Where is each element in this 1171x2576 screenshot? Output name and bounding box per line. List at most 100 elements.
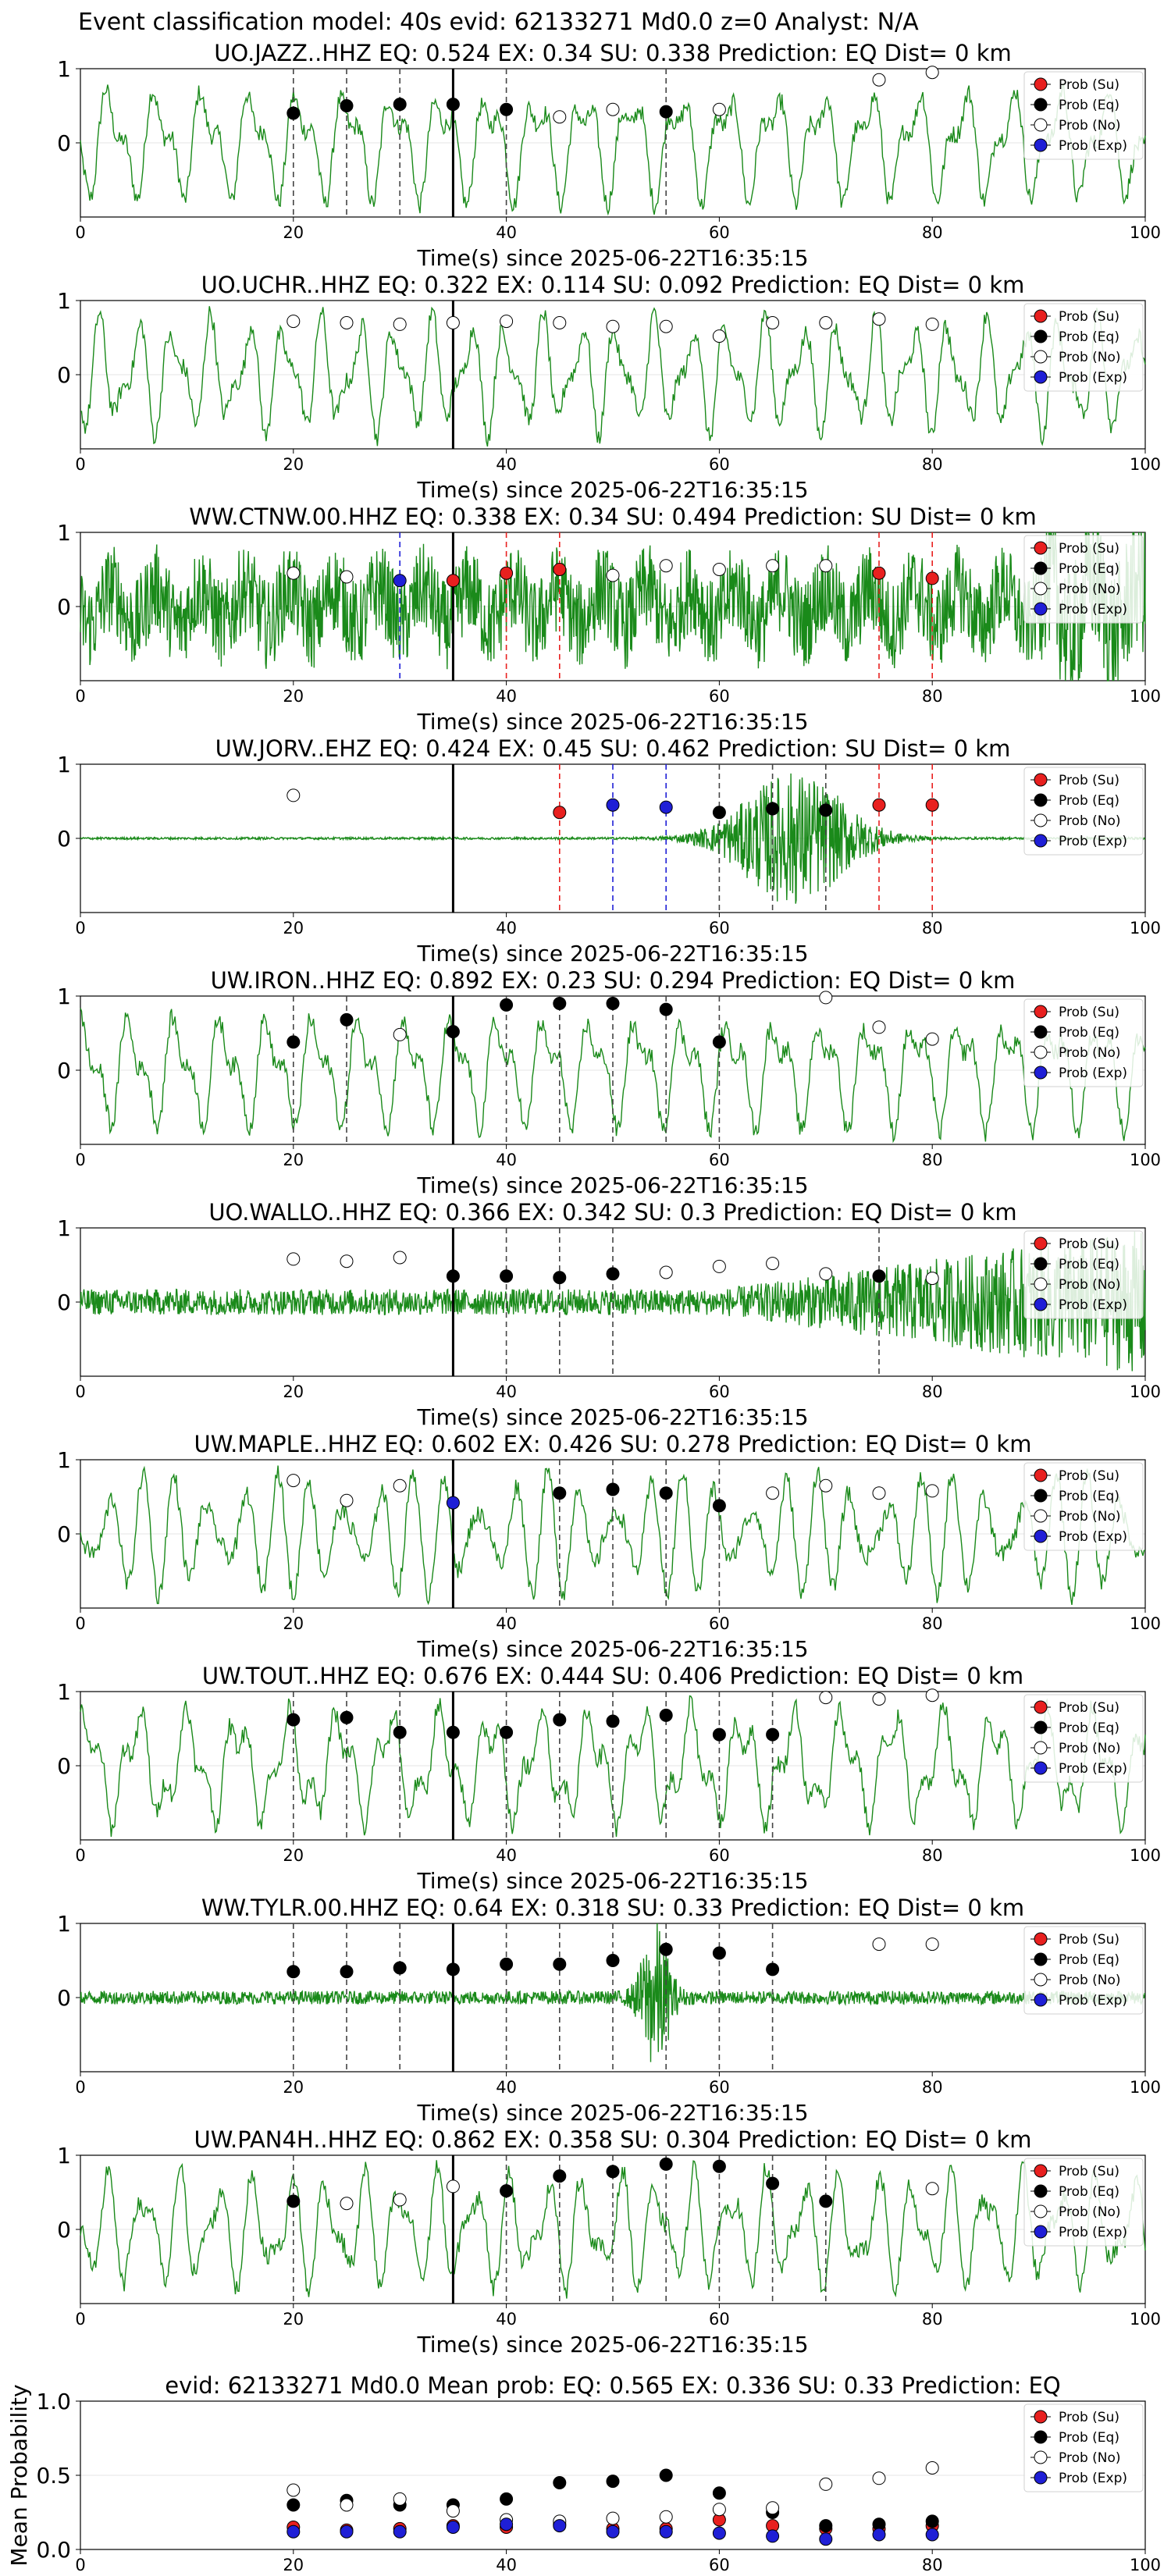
y-tick-label: 1 xyxy=(57,1679,71,1705)
x-tick-label: 100 xyxy=(1130,223,1161,242)
legend-label: Prob (Eq) xyxy=(1059,1489,1119,1504)
station-panel-uo-wallo-hhz: UO.WALLO..HHZ EQ: 0.366 EX: 0.342 SU: 0.… xyxy=(57,1199,1161,1430)
prob-point-no xyxy=(925,1272,939,1286)
y-tick-label: 0 xyxy=(57,1753,71,1779)
prob-point-no xyxy=(393,317,407,331)
x-tick-label: 60 xyxy=(709,1151,730,1169)
x-tick-label: 0 xyxy=(75,1382,85,1401)
x-tick-label: 0 xyxy=(75,2078,85,2097)
legend-label: Prob (Exp) xyxy=(1059,1297,1127,1313)
legend-label: Prob (Eq) xyxy=(1059,1025,1119,1041)
x-tick-label: 20 xyxy=(283,1151,304,1169)
y-tick-label: 0.5 xyxy=(36,2463,71,2489)
legend-label: Prob (Exp) xyxy=(1059,138,1127,154)
x-tick-label: 80 xyxy=(922,2310,943,2329)
prob-point-eq xyxy=(287,106,301,120)
legend-label: Prob (No) xyxy=(1059,1509,1121,1525)
legend-marker xyxy=(1034,1277,1048,1291)
figure-suptitle: Event classification model: 40s evid: 62… xyxy=(78,9,919,36)
prob-point-no xyxy=(287,566,301,580)
legend-box xyxy=(1023,71,1144,160)
legend-label: Prob (No) xyxy=(1059,582,1121,597)
prob-point-no xyxy=(287,788,301,802)
mean-prob-point-eq xyxy=(500,2492,514,2506)
legend-label: Prob (Exp) xyxy=(1059,1529,1127,1545)
station-panel-uo-uchr-hhz: UO.UCHR..HHZ EQ: 0.322 EX: 0.114 SU: 0.0… xyxy=(57,272,1161,503)
prob-point-no xyxy=(340,1493,354,1507)
mean-prob-point-exp xyxy=(819,2532,833,2546)
station-panel-uw-maple-hhz: UW.MAPLE..HHZ EQ: 0.602 EX: 0.426 SU: 0.… xyxy=(57,1431,1161,1662)
legend-label: Prob (No) xyxy=(1059,118,1121,133)
legend-marker xyxy=(1034,1993,1048,2007)
x-tick-label: 20 xyxy=(283,1846,304,1865)
legend-marker xyxy=(1034,370,1048,384)
x-tick-label: 80 xyxy=(922,223,943,242)
prob-point-eq xyxy=(712,1946,726,1960)
prob-point-eq xyxy=(606,1714,620,1728)
legend-marker xyxy=(1034,2184,1048,2198)
prob-point-eq xyxy=(500,2184,514,2198)
prob-point-no xyxy=(659,559,673,573)
x-tick-label: 60 xyxy=(709,1382,730,1401)
waveform-line xyxy=(80,1695,1146,1838)
legend-marker xyxy=(1034,1741,1048,1755)
legend-label: Prob (Eq) xyxy=(1059,2430,1119,2446)
mean-prob-point-eq xyxy=(819,2519,833,2533)
prob-point-no xyxy=(712,1259,726,1273)
legend-label: Prob (Eq) xyxy=(1059,793,1119,809)
legend-label: Prob (No) xyxy=(1059,350,1121,365)
x-tick-label: 100 xyxy=(1130,1614,1161,1633)
prob-point-no xyxy=(766,316,780,329)
prob-point-no xyxy=(340,316,354,329)
x-axis-label: Time(s) since 2025-06-22T16:35:15 xyxy=(416,2332,808,2357)
panel-title: evid: 62133271 Md0.0 Mean prob: EQ: 0.56… xyxy=(165,2372,1061,2399)
prob-point-su xyxy=(446,574,460,588)
prob-point-no xyxy=(925,1484,939,1498)
prob-point-eq xyxy=(766,2176,780,2190)
mean-prob-point-eq xyxy=(287,2498,301,2512)
x-tick-label: 100 xyxy=(1130,2310,1161,2329)
prob-point-eq xyxy=(606,1482,620,1496)
x-tick-label: 40 xyxy=(496,2078,517,2097)
legend-label: Prob (No) xyxy=(1059,813,1121,829)
legend-marker xyxy=(1034,793,1048,807)
prob-point-no xyxy=(925,2182,939,2196)
mean-prob-point-no xyxy=(606,2511,620,2525)
y-tick-label: 0 xyxy=(57,130,71,156)
y-tick-label: 0.0 xyxy=(36,2537,71,2563)
x-tick-label: 80 xyxy=(922,1382,943,1401)
prob-point-eq xyxy=(553,1486,567,1500)
prob-point-no xyxy=(766,1257,780,1271)
mean-prob-point-eq xyxy=(712,2486,726,2500)
legend-box xyxy=(1023,1230,1144,1319)
prob-point-eq xyxy=(553,1271,567,1285)
y-tick-label: 1 xyxy=(57,288,71,314)
prob-point-no xyxy=(659,319,673,333)
x-tick-label: 0 xyxy=(75,223,85,242)
prob-point-no xyxy=(925,66,939,80)
x-tick-label: 100 xyxy=(1130,2078,1161,2097)
prob-point-exp xyxy=(446,1496,460,1510)
x-tick-label: 100 xyxy=(1130,1151,1161,1169)
prob-point-eq xyxy=(712,2159,726,2173)
mean-prob-point-exp xyxy=(553,2519,567,2533)
prob-point-eq xyxy=(712,1035,726,1049)
prob-point-no xyxy=(819,1267,833,1281)
prob-point-su xyxy=(925,798,939,812)
mean-probability-panel: evid: 62133271 Md0.0 Mean prob: EQ: 0.56… xyxy=(6,2372,1161,2574)
legend-label: Prob (Exp) xyxy=(1059,1066,1127,1081)
prob-point-no xyxy=(872,1486,886,1500)
prob-point-no xyxy=(446,316,460,329)
legend-marker xyxy=(1034,1932,1048,1946)
legend-box xyxy=(1023,767,1144,856)
legend-marker xyxy=(1034,582,1048,596)
legend-marker xyxy=(1034,834,1048,848)
panel-title: UO.UCHR..HHZ EQ: 0.322 EX: 0.114 SU: 0.0… xyxy=(201,272,1025,298)
mean-prob-point-exp xyxy=(393,2524,407,2539)
prob-point-su xyxy=(872,566,886,580)
prob-point-eq xyxy=(606,997,620,1010)
prob-point-eq xyxy=(766,1962,780,1976)
legend-marker xyxy=(1034,1257,1048,1271)
prob-point-no xyxy=(925,1688,939,1703)
x-tick-label: 40 xyxy=(496,1614,517,1633)
